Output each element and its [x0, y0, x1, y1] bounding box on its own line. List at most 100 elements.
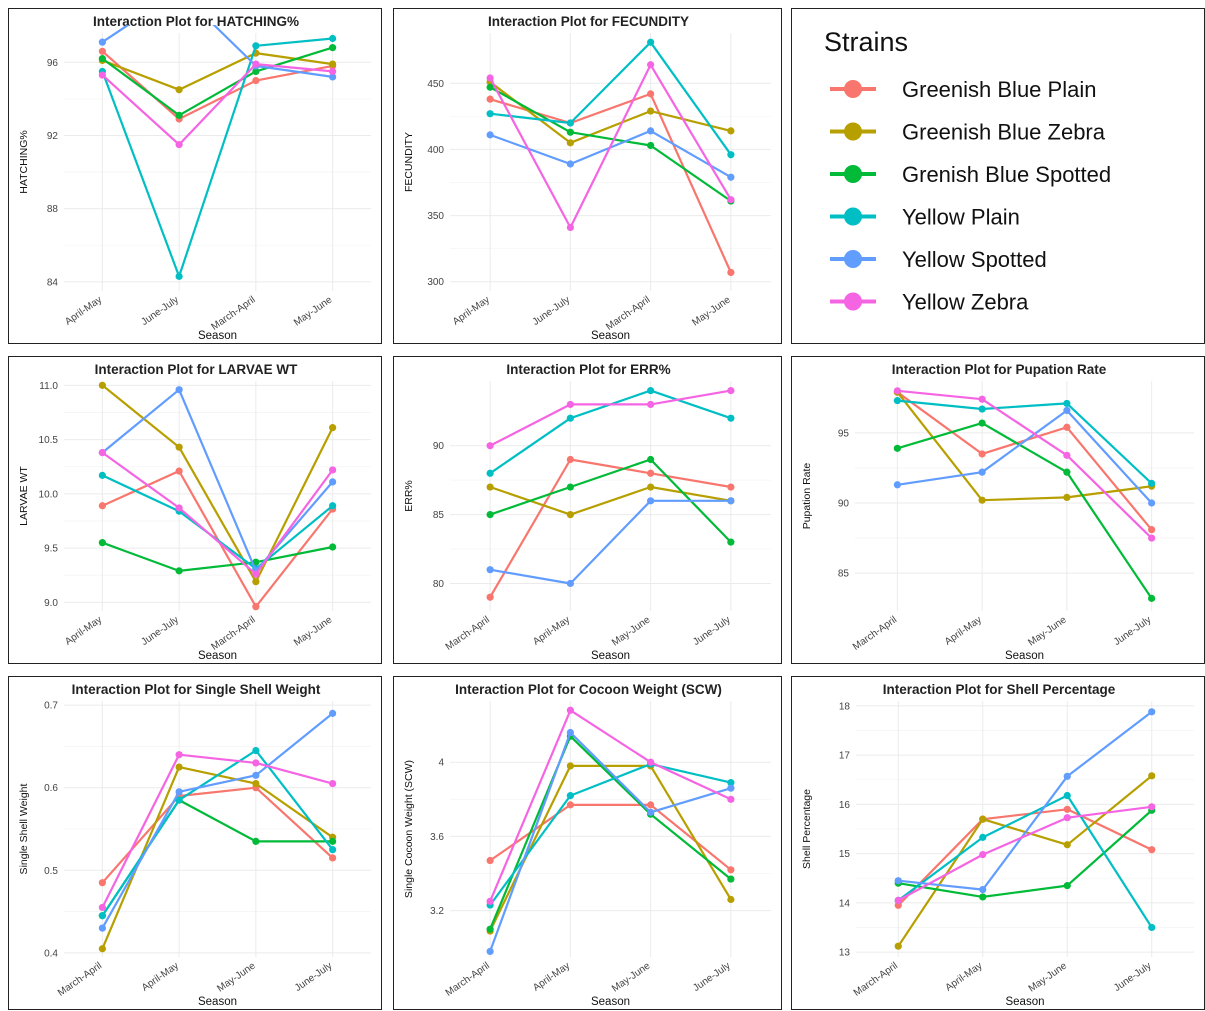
y-tick-label: 0.4	[44, 948, 58, 959]
data-point	[1063, 423, 1071, 431]
data-point	[893, 481, 901, 489]
data-point	[252, 570, 260, 578]
plot-area	[486, 387, 735, 601]
data-point	[727, 151, 735, 159]
data-point	[727, 387, 735, 395]
y-tick-label: 95	[838, 428, 850, 439]
data-point	[566, 483, 574, 491]
legend-label: Greenish Blue Plain	[902, 77, 1096, 102]
data-point	[252, 759, 260, 767]
x-tick-label: June-July	[139, 294, 180, 328]
series-line	[489, 389, 732, 475]
x-tick-label: May-June	[610, 614, 653, 648]
data-point	[727, 895, 735, 904]
y-tick-label: 300	[427, 277, 444, 288]
data-point	[329, 466, 337, 474]
data-point	[566, 128, 574, 136]
chart-title: Interaction Plot for Shell Percentage	[883, 682, 1116, 697]
series-line	[102, 541, 333, 572]
y-tick-label: 3.6	[430, 832, 444, 843]
data-point	[329, 709, 337, 717]
x-tick-label: March-April	[209, 294, 257, 332]
series-line	[101, 798, 333, 917]
legend-item: Yellow Spotted	[830, 247, 1047, 272]
y-tick-label: 450	[427, 79, 444, 90]
data-point	[175, 763, 183, 771]
data-point	[175, 141, 183, 149]
legend-key-point	[844, 250, 862, 268]
y-tick-label: 85	[433, 510, 445, 521]
data-point	[979, 885, 987, 894]
data-point	[566, 119, 574, 127]
data-point	[894, 942, 902, 950]
y-tick-label: 17	[839, 751, 851, 762]
data-point	[727, 779, 735, 787]
legend-panel: Strains Greenish Blue Plain Greenish Blue…	[791, 8, 1205, 344]
legend-label: Greenish Blue Zebra	[902, 120, 1106, 145]
y-tick-label: 0.7	[44, 701, 58, 712]
data-point	[175, 272, 183, 280]
data-point	[978, 395, 986, 403]
legend: Strains Greenish Blue Plain Greenish Blue…	[824, 27, 1111, 315]
data-point	[727, 173, 735, 181]
data-point	[1063, 493, 1071, 502]
plot-area	[894, 708, 1156, 950]
y-tick-label: 13	[839, 948, 851, 959]
data-point	[486, 83, 494, 91]
data-point	[1063, 814, 1071, 822]
data-point	[566, 792, 574, 800]
y-tick-label: 92	[47, 131, 59, 142]
series-line	[101, 50, 333, 121]
plot-area	[98, 381, 337, 611]
series-line	[101, 765, 334, 950]
data-point	[647, 455, 655, 464]
data-point	[486, 593, 494, 601]
legend-key-point	[844, 165, 862, 183]
legend-title: Strains	[824, 27, 908, 57]
x-tick-label: June-July	[1112, 960, 1153, 994]
data-point	[727, 875, 735, 883]
data-point	[647, 808, 655, 816]
y-tick-label: 15	[839, 849, 851, 860]
data-point	[1148, 479, 1156, 487]
x-axis-label: Season	[1005, 996, 1044, 1008]
data-point	[1063, 468, 1071, 476]
data-point	[566, 579, 574, 588]
data-point	[978, 496, 986, 504]
data-point	[98, 47, 106, 55]
data-point	[329, 543, 337, 551]
data-point	[486, 856, 494, 865]
x-tick-label: May-June	[292, 614, 335, 648]
data-point	[175, 443, 183, 451]
data-point	[175, 467, 183, 475]
legend-key-point	[844, 207, 862, 226]
series-line	[489, 389, 732, 447]
x-axis-label: Season	[1005, 650, 1044, 662]
data-point	[978, 405, 986, 413]
data-point	[98, 502, 106, 510]
series-line	[897, 389, 1153, 539]
x-tick-label: March-April	[444, 614, 492, 652]
legend-item: Greenish Blue Plain	[830, 77, 1096, 102]
data-point	[1063, 399, 1071, 408]
x-tick-label: March-April	[851, 614, 899, 652]
x-tick-label: May-June	[215, 960, 258, 994]
x-tick-label: May-June	[1027, 960, 1070, 994]
y-axis-label: ERR%	[403, 480, 415, 512]
data-point	[329, 854, 337, 862]
x-tick-label: April-May	[63, 294, 104, 327]
series-line	[897, 409, 1153, 504]
series-line	[101, 384, 334, 583]
data-point	[486, 925, 494, 933]
data-point	[252, 67, 260, 76]
data-point	[252, 603, 260, 611]
y-axis-label: Single Shell Weight	[18, 783, 30, 874]
data-point	[566, 510, 574, 519]
series-line	[101, 451, 334, 576]
data-point	[329, 837, 337, 845]
data-point	[647, 61, 655, 69]
data-point	[566, 801, 574, 809]
chart-panel: Interaction Plot for ERR% 80 85 90 March-Apr…	[393, 356, 782, 664]
data-point	[98, 903, 106, 912]
grid	[855, 381, 1194, 611]
